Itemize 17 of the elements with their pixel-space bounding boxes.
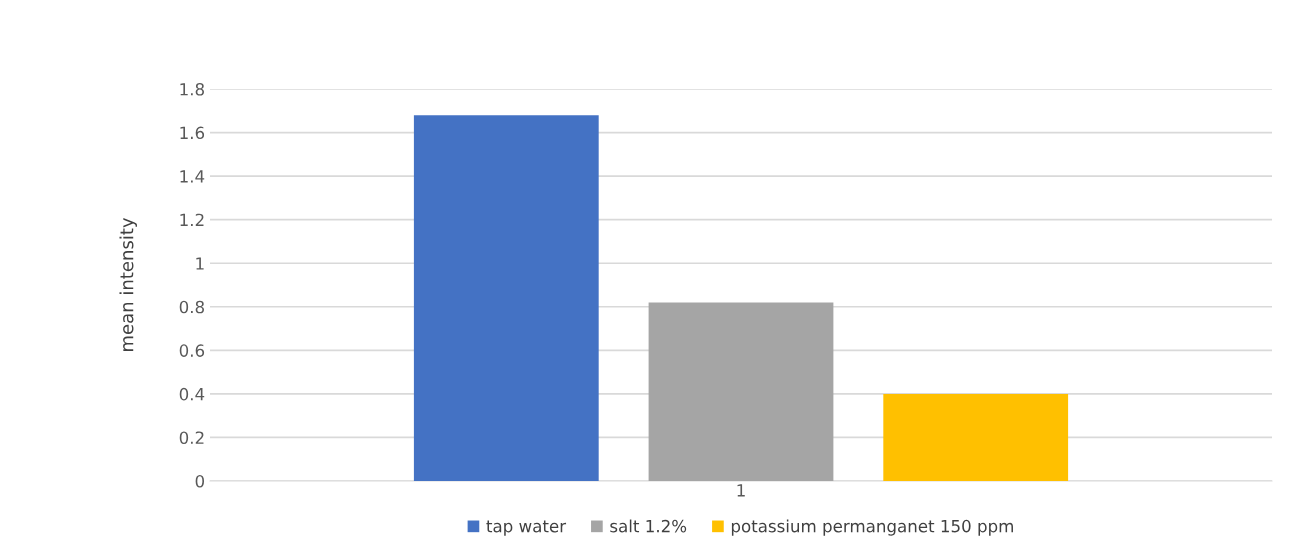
y-tick-label: 0.8: [179, 300, 204, 314]
bar: [648, 302, 834, 481]
legend-label: potassium permanganet 150 ppm: [731, 519, 1013, 536]
y-tick-label: 0: [195, 474, 205, 488]
y-tick-label: 0.6: [179, 344, 205, 357]
y-tick-label: 1.6: [180, 126, 205, 140]
legend-label: tap water: [486, 520, 567, 536]
legend-label: salt 1.2%: [610, 519, 687, 533]
y-tick-label: 1: [196, 257, 204, 270]
y-axis-title: mean intensity: [119, 217, 137, 351]
y-tick-label: 1.4: [180, 170, 205, 183]
bar: [413, 115, 599, 481]
bar: [883, 393, 1069, 481]
y-tick-label: 0.2: [179, 431, 204, 445]
y-tick-label: 1.2: [180, 213, 204, 226]
y-tick-label: 1.8: [180, 82, 204, 96]
y-tick-label: 0.4: [179, 387, 205, 401]
